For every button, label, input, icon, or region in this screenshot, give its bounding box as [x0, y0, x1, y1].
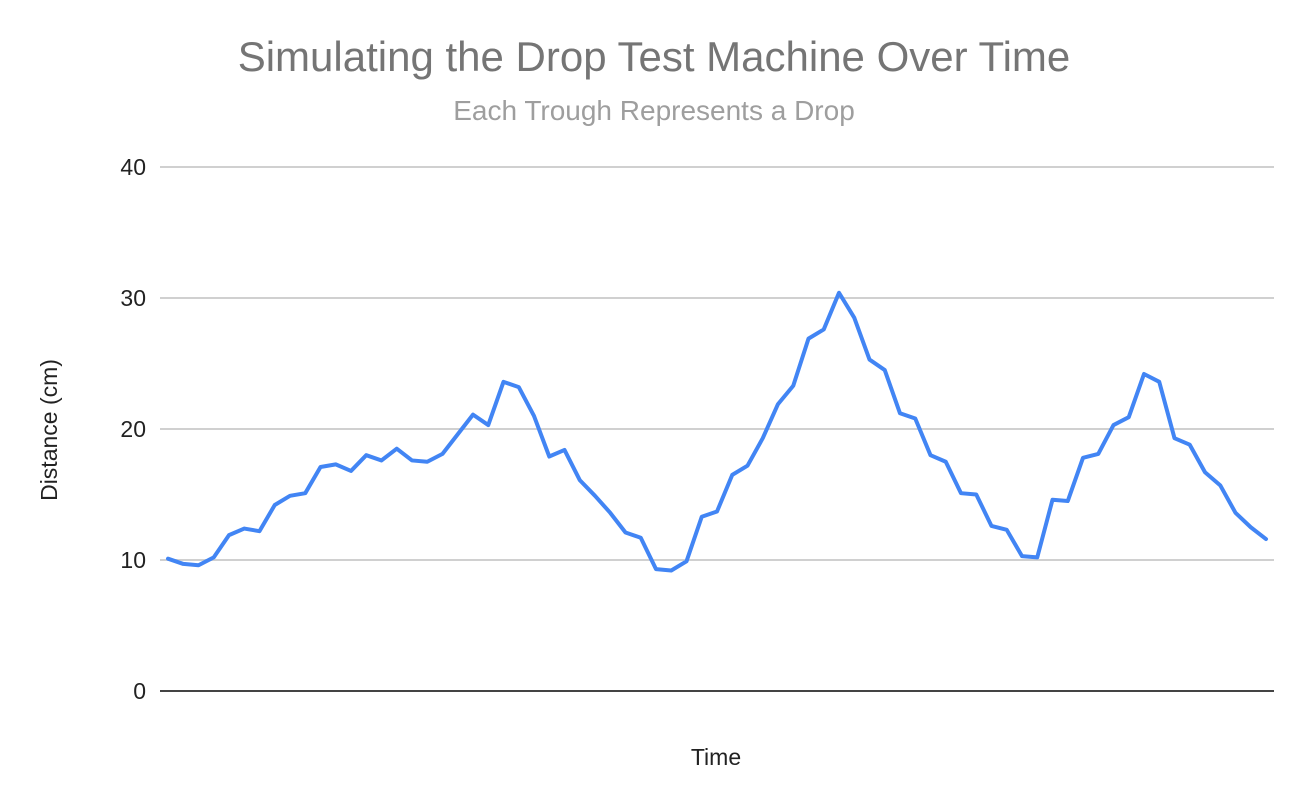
series-line-0 [166, 290, 1268, 573]
y-axis-label: Distance (cm) [36, 359, 62, 501]
gridlines [160, 166, 1274, 692]
x-axis-label: Time [691, 744, 741, 770]
y-tick-label-0: 0 [133, 678, 146, 704]
series-layer [166, 290, 1268, 573]
chart-subtitle: Each Trough Represents a Drop [453, 95, 855, 126]
y-tick-label-30: 30 [120, 285, 146, 311]
chart-title: Simulating the Drop Test Machine Over Ti… [238, 33, 1071, 80]
y-tick-label-10: 10 [120, 547, 146, 573]
y-axis-ticks: 0 10 20 30 40 [120, 154, 146, 704]
y-tick-label-20: 20 [120, 416, 146, 442]
y-tick-label-40: 40 [120, 154, 146, 180]
